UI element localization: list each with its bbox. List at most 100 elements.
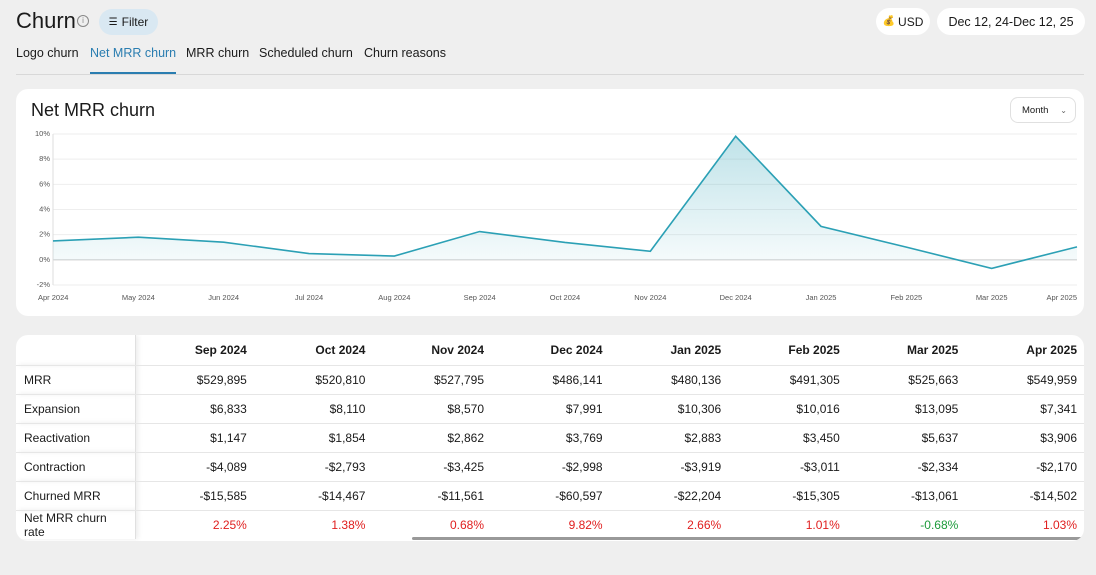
chart: -2% 0% 2% 4% 6% 8% 10% Apr 2024 May 2024 Jun 2024… xyxy=(35,129,1078,302)
row-label: Contraction xyxy=(16,452,136,482)
cell: $1,854 xyxy=(253,423,373,453)
tab-indicator xyxy=(90,72,176,74)
cell: $2,883 xyxy=(609,423,729,453)
period-dropdown[interactable]: Month ⌄ xyxy=(1010,97,1076,123)
currency-label: USD xyxy=(898,14,924,29)
x-tick-label: Oct 2024 xyxy=(550,293,580,302)
date-range-button[interactable]: Dec 12, 24- Dec 12, 25 xyxy=(937,8,1085,35)
cell: 1.03% xyxy=(965,509,1084,539)
info-icon[interactable]: i xyxy=(77,15,89,27)
cell: $491,305 xyxy=(728,365,847,395)
table-row: Net MRR churn rate 2.25% 1.38% 0.68% 9.82% 2.… xyxy=(16,509,1084,539)
line xyxy=(52,135,1078,270)
cell: $1,147 xyxy=(135,423,254,453)
x-tick-label: Jun 2024 xyxy=(208,293,239,302)
table-row: Reactivation $1,147 $1,854 $2,862 $3,769 $2,8… xyxy=(16,423,1084,453)
tab[interactable]: Churn reasons xyxy=(364,46,446,60)
cell: -$60,597 xyxy=(491,481,610,511)
filter-button[interactable]: ☰ Filter xyxy=(99,9,158,35)
date-end: Dec 12, 25 xyxy=(1013,14,1074,29)
cell: $486,141 xyxy=(491,365,610,395)
cell: $525,663 xyxy=(846,365,966,395)
table-row: Churned MRR -$15,585 -$14,467 -$11,561 -$60,… xyxy=(16,481,1084,511)
x-tick-label: Apr 2024 xyxy=(38,293,68,302)
cell: -$2,170 xyxy=(965,452,1084,482)
cell: $2,862 xyxy=(372,423,492,453)
tab[interactable]: Logo churn xyxy=(16,46,79,60)
cell: $527,795 xyxy=(372,365,492,395)
row-label: Net MRR churn rate xyxy=(16,509,136,539)
page-title: Churn xyxy=(16,8,76,33)
y-tick-label: 0% xyxy=(39,255,50,264)
tab[interactable]: Scheduled churn xyxy=(259,46,353,60)
table-card: Sep 2024 Oct 2024 Nov 2024 Dec 2024 Jan 2025… xyxy=(16,335,1084,541)
cell: 2.66% xyxy=(609,509,729,539)
cell: 1.38% xyxy=(253,509,373,539)
row-label: MRR xyxy=(16,365,136,395)
cell: $10,306 xyxy=(609,394,729,424)
cell: $6,833 xyxy=(135,394,254,424)
row-label: Expansion xyxy=(16,394,136,424)
cell: $520,810 xyxy=(253,365,373,395)
y-tick-label: 8% xyxy=(39,154,50,163)
cell: -$15,305 xyxy=(728,481,847,511)
cell: $3,769 xyxy=(491,423,610,453)
cell: -$3,011 xyxy=(728,452,847,482)
cell: -$2,998 xyxy=(491,452,610,482)
filter-label: Filter xyxy=(121,15,149,29)
table-row: Expansion $6,833 $8,110 $8,570 $7,991 $10,306… xyxy=(16,394,1084,424)
y-tick-label: -2% xyxy=(37,280,51,289)
table-row: Contraction -$4,089 -$2,793 -$3,425 -$2,998-… xyxy=(16,452,1084,482)
x-tick-label: May 2024 xyxy=(122,293,155,302)
cell: -$22,204 xyxy=(609,481,729,511)
corner-cell xyxy=(16,335,136,366)
y-tick-label: 10% xyxy=(35,129,50,138)
cell: $7,991 xyxy=(491,394,610,424)
column-header: Feb 2025 xyxy=(728,335,847,366)
cell: -$4,089 xyxy=(135,452,254,482)
cell: $8,570 xyxy=(372,394,492,424)
cell: $5,637 xyxy=(846,423,966,453)
tab[interactable]: MRR churn xyxy=(186,46,250,60)
cell: -$2,334 xyxy=(846,452,966,482)
cell: $3,906 xyxy=(965,423,1084,453)
y-tick-label: 6% xyxy=(39,179,50,188)
tab[interactable]: Net MRR churn xyxy=(90,46,177,60)
column-header: Sep 2024 xyxy=(135,335,254,366)
x-tick-label: Mar 2025 xyxy=(976,293,1008,302)
tabs-divider xyxy=(16,74,1084,75)
table-row: MRR $529,895 $520,810 $527,795 $486,141 $480,… xyxy=(16,365,1084,395)
x-tick-label: Jan 2025 xyxy=(806,293,837,302)
currency-button[interactable]: 💰 USD xyxy=(876,8,930,35)
cell: -$14,467 xyxy=(253,481,373,511)
cell: 9.82% xyxy=(491,509,610,539)
x-tick-label: Sep 2024 xyxy=(464,293,496,302)
y-tick-label: 4% xyxy=(39,204,50,213)
cell: -$13,061 xyxy=(846,481,966,511)
column-header: Apr 2025 xyxy=(965,335,1084,366)
cell: $10,016 xyxy=(728,394,847,424)
scrollbar[interactable] xyxy=(412,537,1084,540)
cell: $3,450 xyxy=(728,423,847,453)
y-tick-label: 2% xyxy=(39,230,50,239)
column-header: Jan 2025 xyxy=(609,335,729,366)
x-tick-label: Feb 2025 xyxy=(890,293,922,302)
cell: $549,959 xyxy=(965,365,1084,395)
data-table: Sep 2024 Oct 2024 Nov 2024 Dec 2024 Jan 2025… xyxy=(16,335,1084,539)
cell: -$3,919 xyxy=(609,452,729,482)
cell: $480,136 xyxy=(609,365,729,395)
cell: -$11,561 xyxy=(372,481,492,511)
chart-title: Net MRR churn xyxy=(31,100,156,120)
x-tick-label: Jul 2024 xyxy=(295,293,323,302)
period-label: Month xyxy=(1022,104,1049,116)
area xyxy=(53,136,1077,269)
cell: -$14,502 xyxy=(965,481,1084,511)
column-header: Dec 2024 xyxy=(491,335,610,366)
cell: -0.68% xyxy=(846,509,966,539)
cell: -$15,585 xyxy=(135,481,254,511)
cell: -$2,793 xyxy=(253,452,373,482)
cell: $7,341 xyxy=(965,394,1084,424)
date-start: Dec 12, 24 xyxy=(948,14,1009,29)
column-header: Nov 2024 xyxy=(372,335,492,366)
